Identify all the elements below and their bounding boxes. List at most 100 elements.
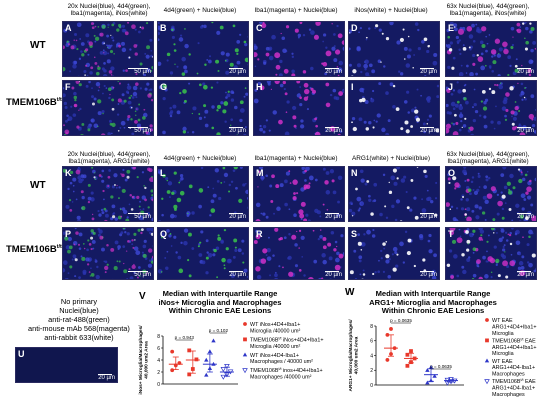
scale-bar bbox=[517, 126, 531, 128]
scale-bar-label: 20 µm bbox=[229, 272, 246, 278]
scale-bar bbox=[420, 212, 434, 214]
legend-entry: Macrophages bbox=[492, 372, 525, 378]
scale-bar bbox=[420, 67, 434, 69]
legend-entry: WT EAE bbox=[492, 318, 513, 324]
scale-bar-label: 20 µm bbox=[420, 69, 437, 75]
data-point bbox=[412, 356, 417, 361]
scale-bar bbox=[128, 212, 148, 214]
chart-w-title-line: ARG1+ Microglia and Macrophages bbox=[369, 297, 497, 307]
panel-letter: J bbox=[448, 82, 454, 92]
y-axis-label: iNos+ Microglia/Macrophages/ bbox=[138, 325, 144, 395]
y-tick-label: 2 bbox=[157, 370, 160, 376]
column-header-inos-2: 4d4(green) + Nuclei(blue) bbox=[163, 6, 237, 14]
legend-marker bbox=[242, 352, 248, 357]
row-label-tmem-inos: TMEM106Bt/t bbox=[6, 97, 62, 109]
micrograph-p: P 50 µm bbox=[62, 227, 154, 280]
legend-marker bbox=[485, 318, 489, 322]
legend-entry: Microglia bbox=[492, 351, 514, 357]
data-point bbox=[425, 367, 430, 372]
micrograph-q: Q 20 µm bbox=[157, 227, 249, 280]
legend-entry: Macrophages / 40000 um² bbox=[250, 359, 313, 365]
micrograph-j: J 20 µm bbox=[445, 80, 537, 136]
no-primary-line: Nuclei(blue) bbox=[59, 306, 99, 315]
column-header-inos-3: Iba1(magenta) + Nuclei(blue) bbox=[254, 6, 338, 14]
y-axis-label: 40,000 um2 Area bbox=[354, 336, 360, 374]
legend-entry: Microglia bbox=[492, 331, 514, 337]
y-axis-label: ARG1+ Microglia/Macrophages/ bbox=[348, 319, 354, 392]
scale-bar bbox=[420, 126, 434, 128]
data-point bbox=[392, 346, 397, 351]
scale-bar-label: 20 µm bbox=[517, 214, 534, 220]
column-header-inos-5: 63x Nuclei(blue), 4d4(green), Iba1(magent… bbox=[446, 3, 530, 18]
no-primary-legend: No primary Nuclei(blue) anti-rat-488(gre… bbox=[28, 297, 130, 342]
scale-bar-label: 20 µm bbox=[325, 214, 342, 220]
data-point bbox=[220, 374, 227, 380]
panel-letter: M bbox=[256, 168, 264, 178]
panel-letter: C bbox=[256, 23, 263, 33]
data-point bbox=[211, 361, 216, 366]
y-tick-label: 4 bbox=[157, 358, 160, 364]
chart-v-title: Median with Interquartile Range iNos+ Mi… bbox=[150, 289, 290, 316]
data-point bbox=[385, 358, 390, 362]
scale-bar bbox=[229, 126, 243, 128]
panel-letter: H bbox=[256, 82, 263, 92]
legend-marker bbox=[243, 322, 247, 326]
p-value-label: p = 0.0635 bbox=[390, 318, 412, 323]
data-point bbox=[207, 349, 213, 354]
micrograph-k: K 50 µm bbox=[62, 166, 154, 222]
data-point bbox=[187, 348, 192, 353]
scale-bar bbox=[420, 270, 434, 272]
micrograph-m: M 20 µm bbox=[253, 166, 345, 222]
legend-entry: WT iNos+4D4+Iba1+ bbox=[250, 322, 300, 328]
scale-bar-label: 20 µm bbox=[420, 214, 437, 220]
panel-letter: U bbox=[18, 349, 25, 359]
data-point bbox=[187, 372, 192, 377]
micrograph-a: A 50 µm bbox=[62, 21, 154, 77]
data-point bbox=[170, 368, 175, 373]
data-point bbox=[211, 338, 216, 343]
scale-bar bbox=[325, 270, 339, 272]
micrograph-h: H 20 µm bbox=[253, 80, 345, 136]
data-point bbox=[224, 364, 230, 370]
legend-entry: WT iNos+4D4-Iba1+ bbox=[250, 353, 299, 359]
y-tick-label: 8 bbox=[370, 324, 373, 330]
chart-panel-letter-w: W bbox=[345, 287, 355, 298]
panel-letter: K bbox=[65, 168, 72, 178]
scale-bar-label: 50 µm bbox=[134, 272, 151, 278]
chart-w-plot: 0 2 4 6 8 ARG1+ Microglia/Macrophages/40,000 … bbox=[348, 318, 537, 398]
data-point bbox=[207, 366, 213, 370]
legend-marker bbox=[484, 358, 490, 363]
data-point bbox=[170, 349, 175, 354]
data-point bbox=[444, 377, 451, 383]
column-header-inos-4: iNos(white) + Nuclei(blue) bbox=[354, 6, 428, 14]
panel-letter: I bbox=[351, 82, 354, 92]
panel-letter: T bbox=[448, 229, 454, 239]
scale-bar-label: 20 µm bbox=[517, 69, 534, 75]
scale-bar-label: 20 µm bbox=[98, 375, 115, 381]
panel-letter: A bbox=[65, 23, 72, 33]
legend-entry: WT EAE bbox=[492, 359, 513, 365]
column-header-arg1-3: Iba1(magenta) + Nuclei(blue) bbox=[254, 154, 338, 162]
y-axis-label: 40,000 um2 Area bbox=[144, 341, 150, 379]
data-point bbox=[389, 352, 393, 356]
data-point bbox=[425, 380, 430, 385]
panel-letter: G bbox=[160, 82, 168, 92]
chart-w-title-line: Within Chronic EAE Lesions bbox=[381, 306, 485, 316]
scale-bar-label: 20 µm bbox=[517, 128, 534, 134]
data-point bbox=[220, 367, 227, 373]
legend-entry: ARG1+4D4-Iba1+ bbox=[492, 386, 535, 392]
panel-letter: B bbox=[160, 23, 167, 33]
data-point bbox=[432, 373, 437, 378]
data-point bbox=[177, 361, 182, 365]
row-label-tmem-arg1: TMEM106Bt/t bbox=[6, 244, 62, 256]
scale-bar-label: 50 µm bbox=[134, 69, 151, 75]
data-point bbox=[405, 363, 410, 368]
scale-bar-label: 20 µm bbox=[229, 128, 246, 134]
no-primary-line: anti-rat-488(green) bbox=[48, 315, 110, 324]
data-point bbox=[405, 352, 410, 357]
micrograph-b: B 20 µm bbox=[157, 21, 249, 77]
no-primary-line: anti-mouse mAb 568(magenta) bbox=[28, 324, 130, 333]
panel-letter: L bbox=[160, 168, 166, 178]
legend-marker bbox=[242, 368, 248, 374]
legend-entry: Microglia /40000 um² bbox=[250, 344, 301, 350]
